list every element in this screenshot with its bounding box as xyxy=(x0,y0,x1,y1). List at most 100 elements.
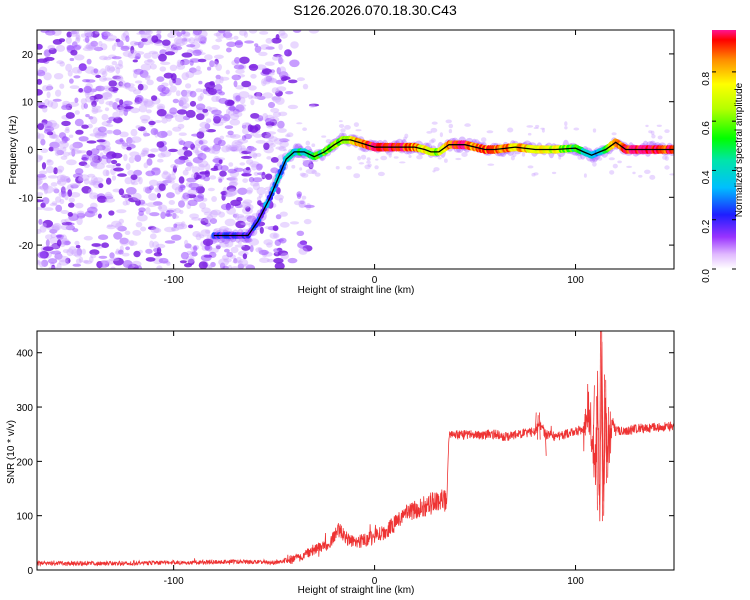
noise-blob xyxy=(236,256,242,263)
noise-blob xyxy=(180,251,189,260)
noise-blob xyxy=(88,188,93,195)
noise-blob xyxy=(196,113,205,121)
noise-blob xyxy=(124,84,131,90)
noise-blob xyxy=(250,181,260,187)
noise-blob xyxy=(60,155,68,160)
noise-blob xyxy=(278,43,283,51)
noise-blob xyxy=(90,181,101,186)
noise-blob xyxy=(283,149,287,152)
noise-blob xyxy=(99,68,107,75)
noise-blob xyxy=(261,78,267,87)
noise-blob xyxy=(265,173,273,180)
noise-blob xyxy=(37,260,40,264)
noise-blob xyxy=(84,210,96,218)
noise-blob xyxy=(632,171,636,175)
spectrogram-noise xyxy=(37,30,674,269)
noise-blob xyxy=(209,60,215,68)
noise-blob xyxy=(148,179,159,186)
noise-blob xyxy=(74,240,80,246)
noise-blob xyxy=(592,157,598,162)
noise-blob xyxy=(45,87,52,91)
noise-blob xyxy=(176,31,183,37)
noise-blob xyxy=(64,218,73,222)
noise-blob xyxy=(540,127,545,130)
noise-blob xyxy=(481,137,487,143)
snr-plot-area xyxy=(37,331,674,570)
noise-blob xyxy=(119,238,130,246)
noise-blob xyxy=(218,97,228,104)
noise-blob xyxy=(237,187,248,195)
noise-blob xyxy=(78,161,88,166)
noise-blob xyxy=(256,196,262,201)
noise-blob xyxy=(113,257,124,266)
noise-blob xyxy=(134,154,142,162)
noise-blob xyxy=(58,259,69,266)
noise-blob xyxy=(151,167,161,176)
noise-blob xyxy=(111,175,117,181)
noise-blob xyxy=(241,124,247,129)
noise-blob xyxy=(46,84,53,90)
spectrogram-x-label: Height of straight line (km) xyxy=(298,285,415,296)
noise-blob xyxy=(119,109,124,116)
noise-blob xyxy=(167,180,175,184)
noise-blob xyxy=(254,45,262,53)
noise-blob xyxy=(259,226,264,234)
noise-blob xyxy=(203,147,211,153)
noise-blob xyxy=(231,74,242,81)
noise-blob xyxy=(255,140,266,144)
noise-blob xyxy=(258,51,268,57)
noise-blob xyxy=(44,56,55,61)
noise-blob xyxy=(279,138,289,143)
noise-blob xyxy=(266,124,273,129)
noise-blob xyxy=(298,247,308,255)
noise-blob xyxy=(173,46,183,51)
noise-blob xyxy=(273,257,284,264)
noise-blob xyxy=(69,183,81,187)
noise-blob xyxy=(264,61,275,66)
noise-blob xyxy=(118,188,125,196)
noise-blob xyxy=(227,168,238,174)
noise-blob xyxy=(178,99,184,107)
noise-blob xyxy=(229,113,240,121)
noise-blob xyxy=(61,136,70,142)
snr-spike xyxy=(545,434,547,456)
noise-blob xyxy=(195,103,206,111)
noise-blob xyxy=(188,182,200,189)
noise-blob xyxy=(309,104,316,108)
noise-blob xyxy=(135,199,141,206)
noise-blob xyxy=(182,169,189,176)
noise-blob xyxy=(399,161,406,164)
noise-blob xyxy=(278,66,287,74)
noise-blob xyxy=(211,146,220,155)
noise-blob xyxy=(241,173,252,177)
noise-blob xyxy=(52,39,63,45)
noise-blob xyxy=(88,116,94,120)
noise-blob xyxy=(173,36,185,45)
noise-blob xyxy=(150,148,159,153)
noise-blob xyxy=(189,213,200,219)
noise-blob xyxy=(43,129,52,134)
noise-blob xyxy=(68,151,75,156)
noise-blob xyxy=(439,132,443,138)
noise-blob xyxy=(209,218,218,224)
noise-blob xyxy=(224,218,236,227)
noise-blob xyxy=(172,126,182,132)
noise-blob xyxy=(275,187,281,195)
noise-blob xyxy=(287,257,298,264)
noise-blob xyxy=(143,99,154,107)
noise-blob xyxy=(82,79,91,83)
noise-blob xyxy=(95,85,105,92)
noise-blob xyxy=(37,123,44,131)
noise-blob xyxy=(183,150,193,157)
noise-blob xyxy=(136,265,142,269)
noise-blob xyxy=(78,88,84,93)
noise-blob xyxy=(96,132,107,136)
noise-blob xyxy=(160,211,166,219)
noise-blob xyxy=(208,264,213,269)
noise-blob xyxy=(214,83,223,92)
noise-blob xyxy=(174,186,182,195)
noise-blob xyxy=(233,80,238,88)
noise-blob xyxy=(304,204,315,208)
noise-blob xyxy=(207,214,213,221)
noise-blob xyxy=(122,142,129,147)
